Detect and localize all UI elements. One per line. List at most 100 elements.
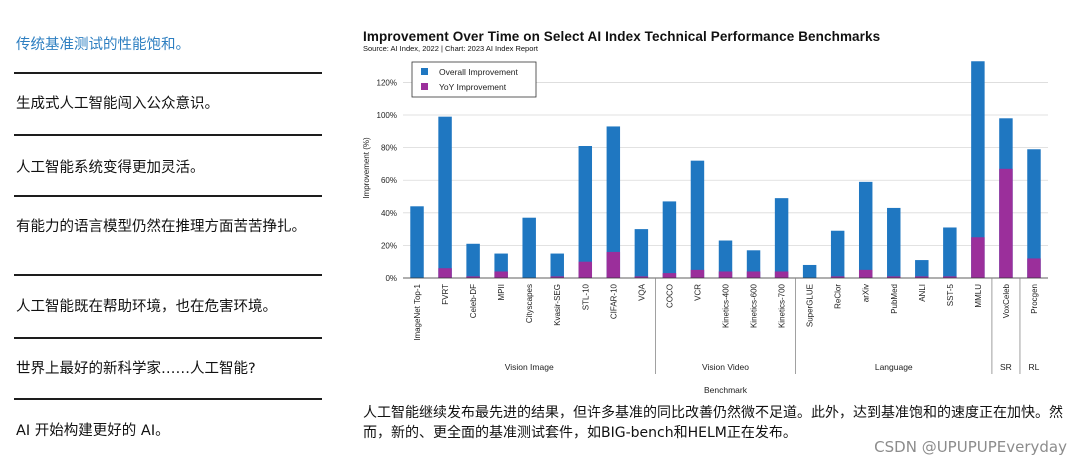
- x-tick-label: Celeb-DF: [469, 284, 478, 318]
- x-tick-label: Kinetics-700: [778, 283, 787, 328]
- legend-label-yoy: YoY Improvement: [439, 82, 507, 92]
- bar-overall-improvement: [1027, 149, 1041, 278]
- x-tick-label: SST-5: [946, 283, 955, 306]
- bar-yoy-improvement: [887, 276, 901, 278]
- bar-overall-improvement: [662, 201, 677, 278]
- sidebar-item-generative-ai[interactable]: 生成式人工智能闯入公众意识。: [16, 96, 219, 112]
- x-tick-label: ReClor: [834, 284, 843, 309]
- y-tick-label: 120%: [377, 78, 397, 87]
- bar-overall-improvement: [690, 160, 705, 278]
- sidebar-item-flexible-systems[interactable]: 人工智能系统变得更加灵活。: [16, 160, 205, 176]
- sidebar-divider: [14, 337, 322, 339]
- bar-overall-improvement: [915, 260, 929, 278]
- bar-yoy-improvement: [690, 269, 705, 278]
- chart-title: Improvement Over Time on Select AI Index…: [363, 29, 881, 44]
- bar-yoy-improvement: [578, 261, 593, 278]
- x-tick-label: Kvasir-SEG: [553, 284, 562, 326]
- sidebar-divider: [14, 72, 322, 74]
- bar-yoy-improvement: [943, 276, 957, 278]
- group-label: Language: [875, 362, 913, 372]
- bar-chart: 0% 20% 40% 60% 80% 100% 120% Improvement (%) Ima…: [362, 61, 1048, 395]
- bar-overall-improvement: [606, 126, 621, 278]
- bar-overall-improvement: [830, 230, 845, 278]
- bar-yoy-improvement: [999, 168, 1013, 278]
- legend-swatch-overall: [421, 68, 428, 75]
- group-label: Vision Image: [505, 362, 554, 372]
- bar-yoy-improvement: [466, 276, 480, 278]
- x-tick-label: ImageNet Top-1: [413, 283, 422, 340]
- x-tick-label: COCO: [665, 284, 674, 308]
- sidebar-divider: [14, 134, 322, 136]
- bar-yoy-improvement: [746, 271, 761, 278]
- sidebar-divider: [14, 195, 322, 197]
- bar-overall-improvement: [802, 264, 817, 278]
- x-tick-label: Kinetics-400: [722, 283, 731, 328]
- chart-subtitle: Source: AI Index, 2022 | Chart: 2023 AI …: [363, 44, 538, 53]
- y-tick-label: 80%: [381, 144, 397, 153]
- bar-overall-improvement: [718, 240, 733, 278]
- x-tick-label: VoxCeleb: [1002, 283, 1011, 318]
- group-label: Vision Video: [702, 362, 749, 372]
- legend-box: [411, 61, 537, 98]
- x-tick-label: Cityscapes: [525, 284, 534, 323]
- bar-overall-improvement: [858, 181, 873, 278]
- sidebar-divider: [14, 274, 322, 276]
- bar-yoy-improvement: [550, 276, 564, 278]
- bar-yoy-improvement: [774, 271, 789, 278]
- bar-yoy-improvement: [634, 276, 649, 278]
- bar-yoy-improvement: [971, 237, 985, 278]
- x-tick-label: VCR: [693, 284, 702, 301]
- bar-overall-improvement: [887, 207, 901, 278]
- bar-overall-improvement: [746, 250, 761, 278]
- legend-swatch-yoy: [421, 83, 428, 90]
- x-tick-label: arXiv: [862, 284, 871, 302]
- x-tick-label: PubMed: [890, 284, 899, 314]
- bar-yoy-improvement: [718, 271, 733, 278]
- group-label: RL: [1029, 362, 1040, 372]
- bar-overall-improvement: [466, 243, 480, 278]
- sidebar-divider: [14, 398, 322, 400]
- x-tick-label: ANLI: [918, 284, 927, 302]
- bar-overall-improvement: [774, 198, 789, 278]
- bar-yoy-improvement: [915, 276, 929, 278]
- bar-overall-improvement: [634, 229, 649, 278]
- bar-yoy-improvement: [858, 269, 873, 278]
- sidebar-item-better-ai[interactable]: AI 开始构建更好的 AI。: [16, 423, 170, 439]
- y-tick-label: 100%: [377, 111, 397, 120]
- bar-yoy-improvement: [494, 271, 508, 278]
- y-axis-label: Improvement (%): [362, 137, 371, 199]
- sidebar-item-benchmark-saturation[interactable]: 传统基准测试的性能饱和。: [16, 37, 190, 53]
- watermark: CSDN @UPUPUPEveryday: [874, 438, 1067, 456]
- bar-overall-improvement: [971, 61, 985, 278]
- bar-yoy-improvement: [438, 268, 452, 278]
- sidebar-item-scientist[interactable]: 世界上最好的新科学家……人工智能?: [16, 361, 256, 377]
- x-tick-label: MPII: [497, 284, 506, 300]
- caption-text: 人工智能继续发布最先进的结果，但许多基准的同比改善仍然微不足道。此外，达到基准饱…: [363, 405, 1063, 441]
- sidebar-item-reasoning[interactable]: 有能力的语言模型仍然在推理方面苦苦挣扎。: [16, 219, 306, 235]
- x-tick-label: Kinetics-600: [750, 283, 759, 328]
- x-axis-label: Benchmark: [704, 385, 748, 395]
- y-tick-label: 0%: [385, 274, 397, 283]
- bar-yoy-improvement: [830, 276, 845, 278]
- bar-overall-improvement: [438, 116, 452, 279]
- legend-label-overall: Overall Improvement: [439, 67, 519, 77]
- bar-yoy-improvement: [662, 273, 677, 278]
- bar-overall-improvement: [522, 217, 536, 278]
- group-label: SR: [1000, 362, 1012, 372]
- x-tick-label: SuperGLUE: [806, 284, 815, 327]
- y-tick-label: 20%: [381, 241, 397, 250]
- y-tick-label: 40%: [381, 209, 397, 218]
- x-tick-label: FVRT: [441, 284, 450, 305]
- sidebar-item-environment[interactable]: 人工智能既在帮助环境，也在危害环境。: [16, 299, 277, 315]
- x-tick-label: VQA: [637, 283, 646, 301]
- x-tick-label: Procgen: [1030, 284, 1039, 314]
- x-tick-label: STL-10: [581, 283, 590, 310]
- bar-overall-improvement: [578, 146, 593, 278]
- bar-yoy-improvement: [606, 251, 621, 278]
- bar-overall-improvement: [410, 206, 424, 278]
- bar-overall-improvement: [943, 227, 957, 278]
- bar-overall-improvement: [550, 253, 564, 278]
- x-tick-label: MMLU: [974, 284, 983, 308]
- bar-yoy-improvement: [1027, 258, 1041, 278]
- y-tick-label: 60%: [381, 176, 397, 185]
